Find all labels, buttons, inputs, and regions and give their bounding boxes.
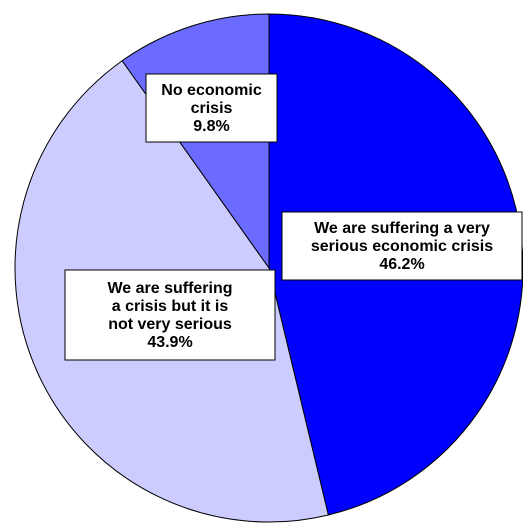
slice-value-label: 46.2% bbox=[379, 256, 424, 273]
slice-value-label: 9.8% bbox=[193, 118, 229, 135]
slice-label-text: No economic bbox=[161, 82, 262, 99]
slice-label-text: We are suffering bbox=[107, 280, 232, 297]
slice-label-text: crisis bbox=[191, 100, 233, 117]
slice-label-text: serious economic crisis bbox=[311, 238, 493, 255]
slice-label-box bbox=[145, 73, 278, 143]
slice-label-box bbox=[281, 211, 523, 281]
slice-label-text: a crisis but it is bbox=[112, 298, 229, 315]
slice-label-box bbox=[64, 269, 276, 361]
slice-value-label: 43.9% bbox=[147, 334, 192, 351]
slice-label-text: not very serious bbox=[108, 316, 232, 333]
slice-label-text: We are suffering a very bbox=[314, 220, 490, 237]
